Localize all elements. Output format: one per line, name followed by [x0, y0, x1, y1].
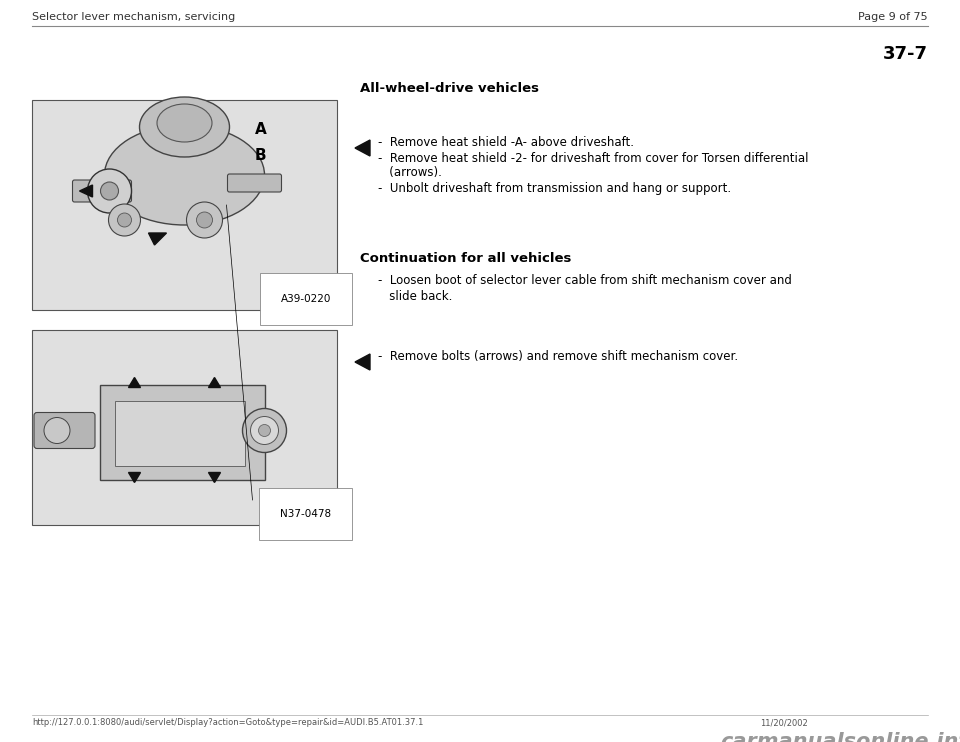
FancyBboxPatch shape: [228, 174, 281, 192]
Text: -  Remove heat shield -A- above driveshaft.: - Remove heat shield -A- above driveshaf…: [378, 136, 634, 149]
Text: -  Remove bolts (arrows) and remove shift mechanism cover.: - Remove bolts (arrows) and remove shift…: [378, 350, 738, 363]
Circle shape: [101, 182, 118, 200]
Bar: [114, 401, 245, 465]
Text: A: A: [254, 122, 266, 137]
Polygon shape: [355, 354, 370, 370]
Polygon shape: [208, 378, 221, 387]
Polygon shape: [149, 233, 166, 245]
Polygon shape: [355, 140, 370, 156]
Text: http://127.0.0.1:8080/audi/servlet/Display?action=Goto&type=repair&id=AUDI.B5.AT: http://127.0.0.1:8080/audi/servlet/Displ…: [32, 718, 423, 727]
Bar: [32, 100, 337, 310]
Polygon shape: [129, 378, 140, 387]
Text: slide back.: slide back.: [378, 290, 452, 303]
Text: carmanualsonline.info: carmanualsonline.info: [720, 732, 960, 742]
Circle shape: [186, 202, 223, 238]
Text: Continuation for all vehicles: Continuation for all vehicles: [360, 252, 571, 265]
Circle shape: [251, 416, 278, 444]
Circle shape: [243, 409, 286, 453]
Circle shape: [108, 204, 140, 236]
Ellipse shape: [105, 125, 265, 225]
Text: 37-7: 37-7: [883, 45, 928, 63]
Polygon shape: [80, 185, 92, 197]
Circle shape: [117, 213, 132, 227]
FancyBboxPatch shape: [34, 413, 95, 448]
FancyBboxPatch shape: [73, 180, 132, 202]
Text: Selector lever mechanism, servicing: Selector lever mechanism, servicing: [32, 12, 235, 22]
Text: -  Loosen boot of selector lever cable from shift mechanism cover and: - Loosen boot of selector lever cable fr…: [378, 274, 792, 287]
Polygon shape: [208, 473, 221, 482]
Ellipse shape: [139, 97, 229, 157]
Text: 11/20/2002: 11/20/2002: [760, 718, 807, 727]
Text: B: B: [254, 148, 266, 162]
Text: All-wheel-drive vehicles: All-wheel-drive vehicles: [360, 82, 539, 95]
Text: N37-0478: N37-0478: [280, 509, 331, 519]
Circle shape: [197, 212, 212, 228]
Text: -  Unbolt driveshaft from transmission and hang or support.: - Unbolt driveshaft from transmission an…: [378, 182, 732, 195]
Circle shape: [44, 418, 70, 444]
Bar: [100, 384, 265, 479]
Text: -  Remove heat shield -2- for driveshaft from cover for Torsen differential: - Remove heat shield -2- for driveshaft …: [378, 152, 808, 165]
Polygon shape: [129, 473, 140, 482]
Circle shape: [87, 169, 132, 213]
Text: A39-0220: A39-0220: [280, 294, 331, 304]
Ellipse shape: [157, 104, 212, 142]
Circle shape: [258, 424, 271, 436]
Text: Page 9 of 75: Page 9 of 75: [858, 12, 928, 22]
Text: (arrows).: (arrows).: [378, 166, 442, 179]
Bar: [32, 330, 337, 525]
